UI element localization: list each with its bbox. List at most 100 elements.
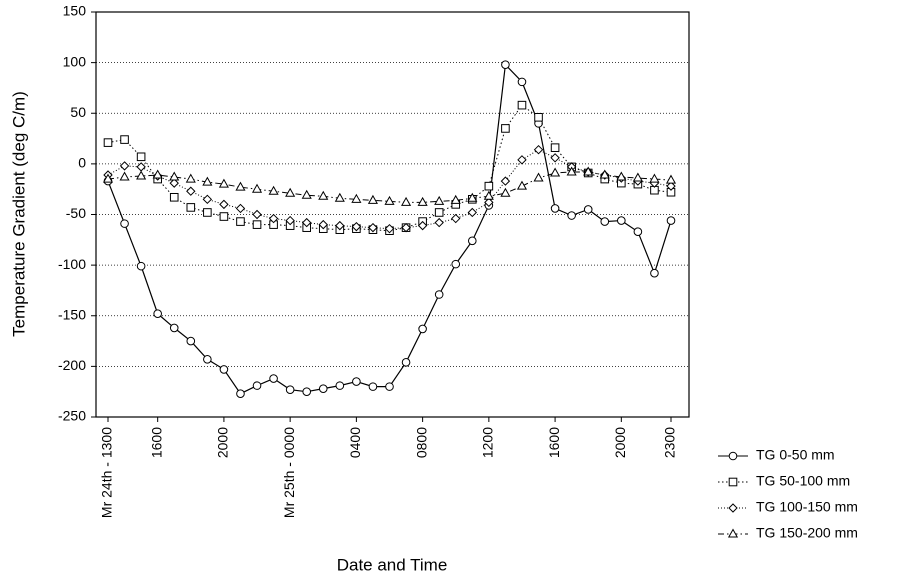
marker xyxy=(633,227,643,237)
marker xyxy=(516,180,528,190)
marker xyxy=(202,194,213,205)
marker xyxy=(203,208,212,217)
legend-label: TG 150-200 mm xyxy=(756,525,858,541)
legend-marker xyxy=(728,451,738,461)
series-line xyxy=(107,104,672,232)
marker xyxy=(666,181,676,191)
marker xyxy=(236,217,245,226)
marker xyxy=(517,77,527,87)
x-tick-label: 2300 xyxy=(662,427,678,458)
marker xyxy=(318,219,328,230)
marker xyxy=(384,195,395,205)
x-tick-label: 2000 xyxy=(215,427,231,458)
marker xyxy=(334,192,345,202)
marker xyxy=(218,178,229,188)
marker xyxy=(186,336,196,346)
marker xyxy=(467,207,478,218)
marker xyxy=(186,203,196,212)
marker xyxy=(384,223,395,234)
marker xyxy=(632,172,643,182)
marker xyxy=(501,60,510,69)
marker xyxy=(202,176,213,186)
marker xyxy=(169,323,179,333)
marker xyxy=(301,217,312,228)
legend-label: TG 0-50 mm xyxy=(756,447,835,463)
marker xyxy=(583,205,593,214)
marker xyxy=(318,384,328,393)
x-axis-label: Date and Time xyxy=(337,555,448,574)
marker xyxy=(533,144,544,155)
marker xyxy=(285,215,295,226)
marker xyxy=(351,221,362,232)
y-tick-label: -250 xyxy=(58,408,86,424)
marker xyxy=(484,197,494,208)
marker xyxy=(500,187,511,197)
marker xyxy=(352,377,361,386)
x-tick-label: 0800 xyxy=(413,427,429,458)
marker xyxy=(136,152,146,162)
marker xyxy=(550,153,560,163)
marker xyxy=(367,194,378,204)
marker xyxy=(401,358,411,367)
marker xyxy=(136,170,147,180)
marker xyxy=(434,290,444,299)
legend-marker xyxy=(728,477,738,487)
marker xyxy=(120,135,129,144)
marker xyxy=(169,178,179,188)
marker xyxy=(434,195,445,205)
y-tick-label: 100 xyxy=(63,53,87,69)
y-tick-label: -100 xyxy=(58,256,86,272)
x-tick-label: Mr 25th - 0000 xyxy=(281,427,297,518)
marker xyxy=(136,261,146,271)
marker xyxy=(169,171,180,181)
marker xyxy=(235,203,246,214)
marker xyxy=(467,236,477,246)
marker xyxy=(617,216,626,225)
marker xyxy=(534,113,543,122)
marker xyxy=(368,222,378,233)
marker xyxy=(119,161,130,171)
marker xyxy=(550,143,560,152)
marker xyxy=(302,387,312,396)
marker xyxy=(665,174,677,184)
marker xyxy=(550,204,560,213)
series-line xyxy=(107,171,672,203)
marker xyxy=(450,194,461,204)
marker xyxy=(501,124,510,133)
marker xyxy=(269,374,278,383)
marker xyxy=(119,171,130,181)
marker xyxy=(152,169,163,179)
marker xyxy=(120,219,129,228)
marker xyxy=(252,381,262,390)
marker xyxy=(616,171,627,181)
marker xyxy=(483,190,494,200)
legend-label: TG 50-100 mm xyxy=(756,473,850,489)
marker xyxy=(268,213,279,224)
marker xyxy=(566,166,577,176)
legend-marker xyxy=(727,528,739,538)
legend-label: TG 100-150 mm xyxy=(756,499,858,515)
marker xyxy=(533,172,544,182)
marker xyxy=(219,199,229,210)
y-tick-label: -150 xyxy=(58,306,86,322)
y-tick-label: 50 xyxy=(70,104,86,120)
marker xyxy=(451,213,461,224)
marker xyxy=(401,222,411,233)
marker xyxy=(583,166,594,176)
marker xyxy=(434,217,444,228)
y-tick-label: 0 xyxy=(78,155,86,171)
marker xyxy=(649,173,660,183)
marker xyxy=(550,167,561,177)
x-tick-label: 2000 xyxy=(612,427,628,458)
marker xyxy=(517,100,527,110)
marker xyxy=(219,365,229,374)
x-tick-label: 1600 xyxy=(546,427,562,458)
marker xyxy=(666,216,676,225)
marker xyxy=(169,192,179,202)
marker xyxy=(285,187,296,197)
marker xyxy=(186,186,196,196)
marker xyxy=(401,196,412,206)
marker xyxy=(335,220,345,231)
marker xyxy=(318,190,329,200)
